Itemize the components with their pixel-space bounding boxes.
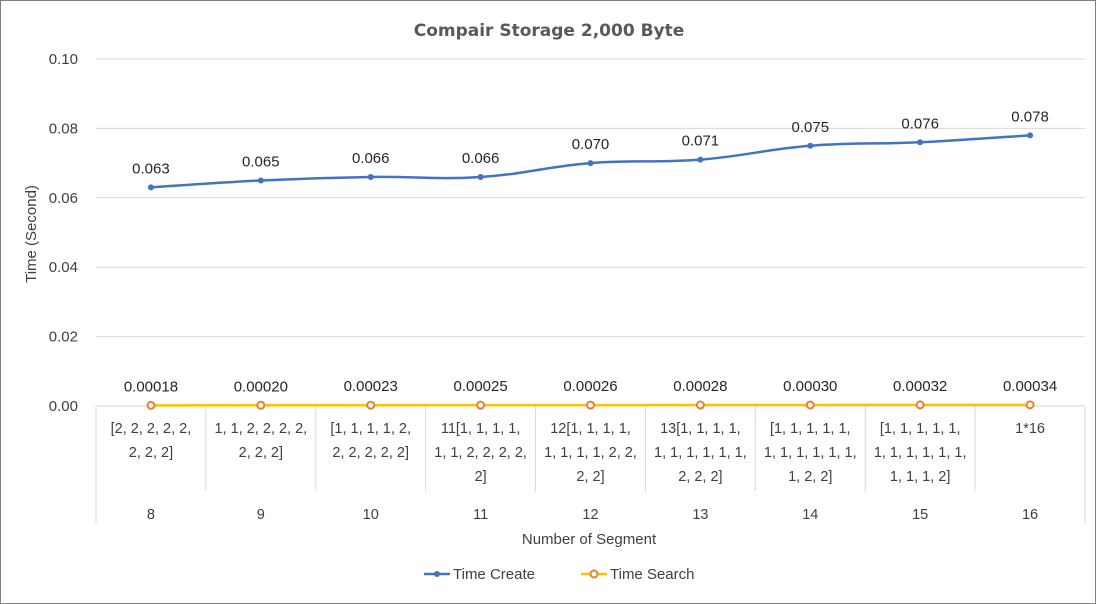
category-group-label: 9	[257, 507, 265, 523]
y-tick-label: 0.08	[49, 120, 78, 137]
data-point	[587, 160, 594, 167]
category-label: 2, 2, 2]	[129, 445, 173, 461]
category-label: 1, 2, 2]	[788, 469, 832, 485]
series-1: 0.00018 0.00020 0.00023 0.00025 0.00026 0.000…	[124, 378, 1057, 410]
data-point	[476, 400, 486, 410]
data-label: 0.00026	[563, 378, 617, 395]
category-group-label: 14	[802, 507, 818, 523]
category-label: 1, 1, 1, 1, 1, 1,	[874, 445, 967, 461]
series-0: 0.063 0.065 0.066 0.066 0.070 0.071 0.075 0.076…	[132, 108, 1049, 191]
data-point	[915, 400, 925, 410]
data-label: 0.076	[901, 115, 939, 132]
category-label: 2, 2]	[576, 469, 604, 485]
category-group-label: 11	[473, 507, 488, 523]
legend-label: Time Create	[453, 566, 535, 583]
category-label: 12[1, 1, 1, 1,	[550, 421, 631, 437]
data-label: 0.00025	[453, 378, 507, 395]
y-tick-label: 0.06	[49, 190, 78, 207]
category-group-label: 12	[582, 507, 598, 523]
category-label: 13[1, 1, 1, 1,	[660, 421, 741, 437]
data-point	[1027, 132, 1034, 139]
data-point	[147, 184, 154, 191]
category-label: [1, 1, 1, 1, 1,	[770, 421, 851, 437]
category-group-label: 15	[912, 507, 928, 523]
category-group-label: 10	[363, 507, 379, 523]
y-tick-label: 0.00	[49, 398, 78, 415]
data-label: 0.00032	[893, 378, 947, 395]
data-point	[586, 400, 595, 410]
data-point	[256, 400, 266, 410]
legend: Time Create Time Search	[424, 566, 694, 583]
category-label: 1*16	[1015, 421, 1045, 437]
data-point	[367, 173, 374, 180]
category-label: 1, 1, 1, 2]	[890, 469, 950, 485]
category-label: [1, 1, 1, 1, 1,	[880, 421, 961, 437]
x-axis-title: Number of Segment	[522, 531, 657, 548]
data-label: 0.00030	[783, 378, 837, 395]
category-label: [2, 2, 2, 2, 2,	[111, 421, 192, 437]
category-group-label: 16	[1022, 507, 1038, 523]
data-label: 0.066	[352, 150, 390, 167]
category-label: 2, 2, 2]	[239, 445, 283, 461]
category-group-label: 8	[147, 507, 155, 523]
category-label: 2]	[475, 469, 487, 485]
data-label: 0.00020	[234, 378, 288, 395]
category-label: [1, 1, 1, 1, 2,	[330, 421, 411, 437]
data-point	[146, 400, 156, 410]
legend-marker	[434, 571, 440, 577]
y-tick-label: 0.02	[49, 329, 78, 346]
data-point	[917, 139, 924, 146]
category-label: 11[1, 1, 1, 1,	[441, 421, 521, 437]
category-label: 1, 1, 1, 1, 1, 1,	[654, 445, 747, 461]
chart-title: Compair Storage 2,000 Byte	[414, 21, 685, 41]
data-label: 0.00023	[344, 378, 398, 395]
data-point	[1025, 400, 1035, 410]
data-label: 0.00034	[1003, 378, 1057, 395]
data-point	[697, 156, 704, 163]
data-label: 0.00018	[124, 378, 178, 395]
data-label: 0.065	[242, 153, 280, 170]
y-tick-label: 0.04	[49, 259, 78, 276]
data-point	[257, 177, 264, 184]
y-tick-label: 0.10	[49, 51, 78, 68]
category-label: 1, 1, 1, 1, 1, 1,	[764, 445, 857, 461]
data-label: 0.070	[572, 136, 610, 153]
category-label: 2, 2, 2]	[678, 469, 722, 485]
category-group-label: 13	[692, 507, 708, 523]
data-label: 0.078	[1011, 108, 1049, 125]
data-label: 0.066	[462, 150, 500, 167]
category-label: 1, 1, 1, 1, 2, 2,	[544, 445, 637, 461]
category-label: 2, 2, 2, 2, 2]	[332, 445, 409, 461]
category-label: 1, 1, 2, 2, 2, 2,	[214, 421, 307, 437]
y-axis-title: Time (Second)	[23, 185, 40, 283]
gridlines	[96, 58, 1085, 338]
data-point	[807, 142, 814, 149]
data-label: 0.063	[132, 160, 170, 177]
data-point	[477, 173, 484, 180]
legend-label: Time Search	[610, 566, 694, 583]
data-point	[695, 400, 705, 410]
data-label: 0.00028	[673, 378, 727, 395]
category-label: 1, 1, 2, 2, 2, 2,	[434, 445, 527, 461]
data-label: 0.071	[682, 133, 720, 150]
data-label: 0.075	[792, 119, 830, 136]
legend-marker	[589, 569, 599, 579]
category-table: [2, 2, 2, 2, 2, 2, 2, 2] 8 1, 1, 2, 2, 2, 2…	[95, 405, 1086, 523]
data-point	[366, 400, 376, 410]
data-point	[805, 400, 815, 410]
